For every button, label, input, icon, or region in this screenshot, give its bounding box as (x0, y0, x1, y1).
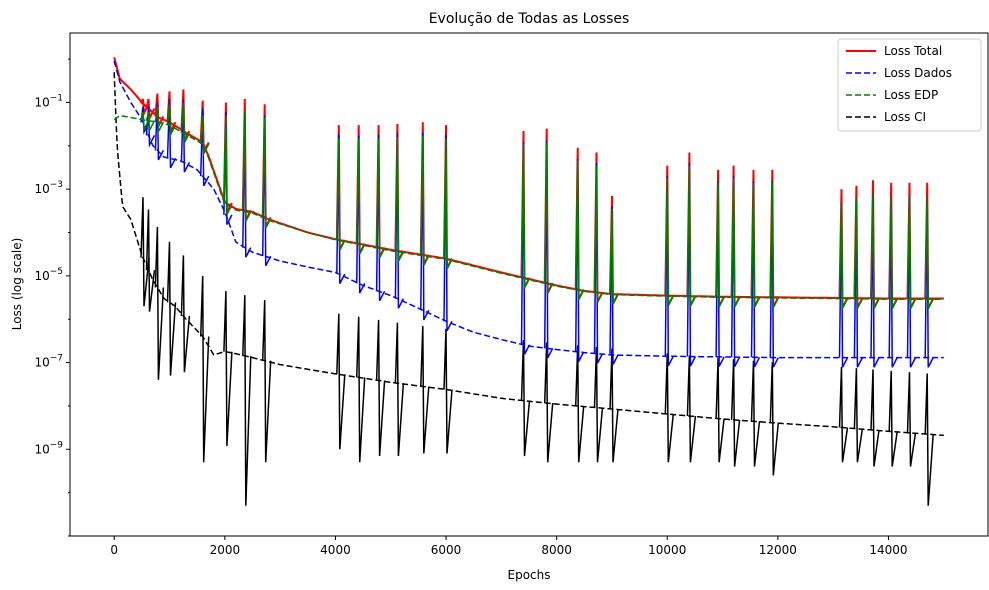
spike-loss-ci (888, 370, 898, 467)
x-axis: 0 2000 4000 6000 8000 10000 12000 14000 (110, 536, 908, 557)
spike-loss-edp (140, 111, 150, 133)
spike-loss-ci (730, 359, 741, 467)
spike-loss-ci (261, 300, 272, 463)
spike-loss-edp (166, 104, 177, 138)
spike-loss-edp (154, 106, 165, 135)
plot-frame (69, 32, 989, 537)
spike-loss-ci (609, 348, 619, 463)
y-axis: 10−1 10−3 10−5 10−7 10−9 (34, 58, 70, 537)
spike-loss-ci (443, 328, 453, 454)
spike-loss-edp (261, 117, 272, 229)
spike-loss-ci (199, 275, 210, 463)
spike-loss-ci (853, 368, 864, 463)
spike-loss-edp (336, 138, 346, 251)
spike-loss-ci (242, 295, 252, 506)
series-loss-edp (113, 102, 944, 310)
spike-loss-edp (715, 182, 725, 308)
spike-loss-ci (924, 373, 934, 506)
x-tick-label: 14000 (869, 543, 907, 557)
spike-loss-edp (199, 115, 210, 157)
y-tick-label: 10−1 (34, 93, 63, 109)
x-tick-label: 4000 (320, 543, 351, 557)
y-tick-label: 10−5 (34, 267, 63, 283)
spike-loss-ci (750, 360, 761, 467)
legend-label-loss-dados: Loss Dados (884, 66, 952, 80)
spike-loss-ci (394, 322, 405, 457)
spike-loss-ci (336, 313, 346, 450)
spike-loss-edp (888, 195, 898, 310)
y-tick-label: 10−7 (34, 354, 63, 370)
legend-box (837, 38, 982, 132)
spike-loss-ci (520, 339, 531, 457)
spike-loss-ci (838, 366, 849, 463)
y-tick-label: 10−9 (34, 440, 63, 456)
spike-loss-edp (180, 102, 191, 144)
spike-loss-edp (242, 112, 252, 222)
spike-loss-ci (574, 345, 585, 463)
spike-loss-edp (223, 115, 233, 215)
spike-loss-edp (609, 208, 619, 305)
y-tick-label: 10−3 (34, 180, 63, 196)
spike-loss-edp (870, 193, 880, 309)
spike-loss-edp (906, 195, 917, 310)
spike-loss-edp (443, 138, 453, 270)
spike-loss-ci (355, 316, 366, 463)
spike-loss-edp (838, 202, 849, 309)
spike-loss-ci (664, 353, 675, 463)
x-axis-label: Epochs (508, 568, 551, 582)
legend-label-loss-edp: Loss EDP (884, 88, 938, 102)
spike-loss-ci (154, 226, 165, 380)
spike-loss-ci (715, 357, 725, 463)
x-tick-label: 8000 (541, 543, 572, 557)
spike-loss-ci (140, 197, 150, 307)
x-tick-label: 6000 (431, 543, 462, 557)
spike-loss-ci (870, 369, 880, 467)
x-tick-label: 10000 (648, 543, 686, 557)
legend-label-loss-ci: Loss CI (884, 110, 926, 124)
spike-loss-edp (574, 160, 585, 301)
spike-loss-edp (355, 138, 366, 255)
legend-label-loss-total: Loss Total (884, 44, 942, 58)
x-tick-label: 0 (110, 543, 118, 557)
spike-loss-ci (145, 209, 156, 312)
x-tick-label: 12000 (759, 543, 797, 557)
spike-loss-ci (906, 372, 917, 467)
spike-loss-edp (375, 138, 386, 259)
spike-loss-ci (543, 342, 554, 463)
chart-title: Evolução de Todas as Losses (429, 11, 630, 27)
spike-loss-edp (750, 182, 761, 308)
spike-loss-edp (686, 165, 697, 307)
spike-loss-ci (420, 325, 430, 454)
spike-loss-ci (180, 255, 191, 373)
spike-loss-edp (543, 142, 554, 294)
spike-loss-ci (769, 362, 780, 476)
spike-loss-edp (145, 111, 156, 134)
spike-loss-edp (730, 178, 741, 308)
plot-area (113, 57, 944, 506)
spike-loss-edp (769, 182, 779, 308)
legend: Loss Total Loss Dados Loss EDP Loss CI (837, 38, 982, 132)
spike-loss-edp (664, 178, 674, 307)
spike-loss-ci (375, 319, 386, 457)
y-axis-label: Loss (log scale) (10, 238, 24, 331)
spike-loss-edp (520, 143, 531, 289)
spike-loss-edp (394, 136, 405, 262)
spike-loss-edp (420, 135, 430, 266)
spike-loss-edp (593, 165, 604, 303)
series-loss-ci (113, 72, 944, 506)
series-line-loss-edp (113, 114, 944, 300)
spike-loss-ci (593, 346, 604, 463)
spike-loss-ci (166, 241, 177, 376)
spike-loss-edp (853, 198, 864, 309)
x-tick-label: 2000 (210, 543, 241, 557)
spike-loss-ci (686, 355, 697, 463)
spike-loss-ci (223, 291, 233, 446)
spike-loss-edp (924, 195, 934, 310)
